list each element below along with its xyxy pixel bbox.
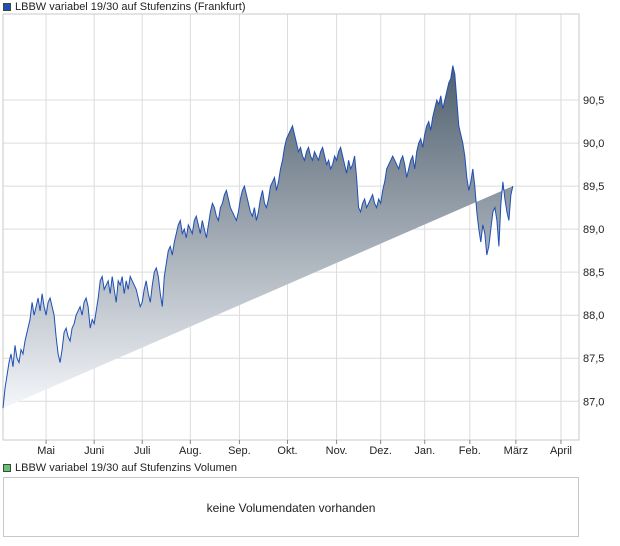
grid-lines bbox=[3, 14, 579, 440]
x-tick-label: Juni bbox=[84, 445, 104, 457]
x-tick-label: Jan. bbox=[414, 445, 435, 457]
y-tick-label: 89,5 bbox=[583, 181, 604, 193]
x-tick-label: Okt. bbox=[277, 445, 297, 457]
volume-panel: keine Volumendaten vorhanden bbox=[3, 477, 579, 537]
y-axis-ticks: 87,0 87,5 88,0 88,5 89,0 89,5 90,0 90,5 bbox=[583, 95, 604, 408]
x-tick-label: Feb. bbox=[459, 445, 481, 457]
y-tick-label: 88,0 bbox=[583, 310, 604, 322]
price-legend-label: LBBW variabel 19/30 auf Stufenzins (Fran… bbox=[15, 1, 246, 13]
y-tick-label: 87,5 bbox=[583, 353, 604, 365]
volume-legend: LBBW variabel 19/30 auf Stufenzins Volum… bbox=[3, 461, 237, 475]
y-tick-label: 90,0 bbox=[583, 138, 604, 150]
price-legend-swatch bbox=[3, 3, 11, 11]
x-axis-ticks: Mai Juni Juli Aug. Sep. Okt. Nov. Dez. Jan. Feb. M… bbox=[37, 440, 572, 457]
x-tick-label: Sep. bbox=[228, 445, 251, 457]
volume-legend-swatch bbox=[3, 464, 11, 472]
y-tick-label: 89,0 bbox=[583, 224, 604, 236]
volume-legend-label: LBBW variabel 19/30 auf Stufenzins Volum… bbox=[15, 462, 237, 474]
x-tick-label: April bbox=[550, 445, 572, 457]
x-tick-label: Aug. bbox=[179, 445, 202, 457]
price-chart: 87,0 87,5 88,0 88,5 89,0 89,5 90,0 90,5 Mai Juni… bbox=[2, 13, 604, 457]
price-legend: LBBW variabel 19/30 auf Stufenzins (Fran… bbox=[3, 0, 246, 14]
no-volume-message: keine Volumendaten vorhanden bbox=[206, 501, 376, 515]
x-tick-label: Dez. bbox=[369, 445, 392, 457]
price-line-series bbox=[2, 65, 514, 409]
y-tick-label: 87,0 bbox=[583, 396, 604, 408]
x-tick-label: Juli bbox=[134, 445, 151, 457]
x-tick-label: März bbox=[504, 445, 528, 457]
y-tick-label: 90,5 bbox=[583, 95, 604, 107]
x-tick-label: Nov. bbox=[326, 445, 348, 457]
y-tick-label: 88,5 bbox=[583, 267, 604, 279]
price-area bbox=[3, 65, 513, 409]
x-tick-label: Mai bbox=[37, 445, 55, 457]
plot-frame bbox=[2, 13, 580, 441]
